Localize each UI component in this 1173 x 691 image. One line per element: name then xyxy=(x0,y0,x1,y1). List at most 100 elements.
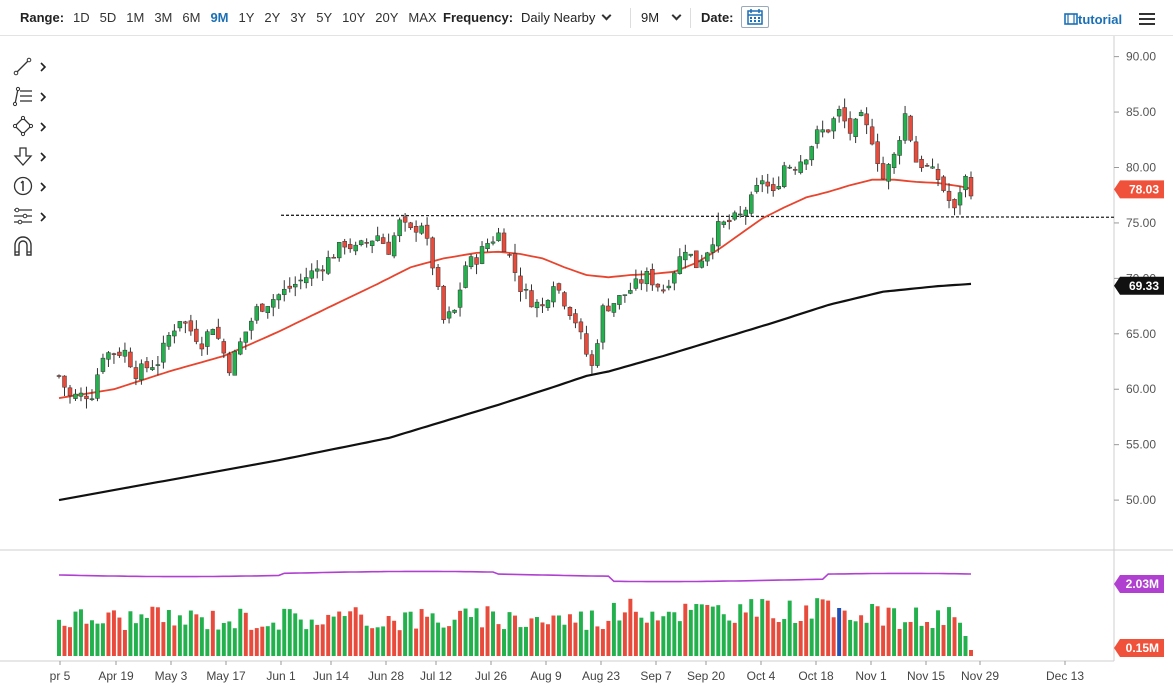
volume-bar xyxy=(567,614,572,656)
volume-bar xyxy=(205,629,210,656)
magnet-button[interactable] xyxy=(12,235,52,259)
frequency-dropdown[interactable]: Daily Nearby xyxy=(521,10,612,26)
candle-body xyxy=(919,158,924,169)
volume-bar xyxy=(661,616,666,656)
x-tick-label: Jul 12 xyxy=(420,669,452,683)
volume-bar xyxy=(903,622,908,656)
candle-body xyxy=(606,305,611,312)
candle-body xyxy=(106,352,111,360)
range-button-2y[interactable]: 2Y xyxy=(264,10,281,25)
candle-body xyxy=(963,175,968,191)
volume-bar xyxy=(914,607,919,656)
candle-body xyxy=(754,185,759,192)
candle-body xyxy=(721,221,726,225)
candle-body xyxy=(150,367,155,370)
volume-bar xyxy=(644,622,649,656)
candle-body xyxy=(501,232,507,253)
magnet-icon xyxy=(14,236,32,256)
range-button-10y[interactable]: 10Y xyxy=(342,10,366,25)
volume-average-line xyxy=(58,570,972,583)
volume-bar xyxy=(183,624,188,656)
menu-icon[interactable] xyxy=(1139,13,1155,25)
volume-bar xyxy=(738,604,743,656)
period-dropdown[interactable]: 9M xyxy=(641,10,682,26)
x-tick-label: Nov 15 xyxy=(907,669,945,683)
volume-bar xyxy=(859,615,864,656)
shape-tool-button[interactable] xyxy=(12,115,52,139)
candle-body xyxy=(776,186,781,190)
volume-bar xyxy=(408,611,413,656)
candle-body xyxy=(320,269,325,272)
x-tick-label: Jul 26 xyxy=(475,669,507,683)
line-tool-button[interactable] xyxy=(12,55,52,79)
y-tick-label: 50.00 xyxy=(1126,493,1156,507)
calendar-button[interactable] xyxy=(741,6,769,28)
candle-body xyxy=(930,166,935,169)
volume-bar xyxy=(969,650,973,656)
candle-body xyxy=(578,321,584,333)
volume-bar xyxy=(73,611,78,656)
y-tick-label: 60.00 xyxy=(1126,382,1156,396)
candle-body xyxy=(666,285,672,289)
candle-body xyxy=(172,330,177,337)
volume-bar xyxy=(578,611,583,656)
candle-body xyxy=(512,253,518,273)
candle-body xyxy=(672,272,677,284)
candle-body xyxy=(869,126,875,145)
volume-average-label: 2.03M xyxy=(1126,577,1159,591)
range-button-max[interactable]: MAX xyxy=(408,10,437,25)
candle-body xyxy=(287,285,292,289)
range-button-5y[interactable]: 5Y xyxy=(316,10,333,25)
volume-bar xyxy=(249,629,254,656)
slow-moving-average xyxy=(58,282,972,502)
tutorial-label: tutorial xyxy=(1078,12,1123,27)
volume-bar xyxy=(309,619,314,656)
support-line xyxy=(280,214,1115,218)
volume-bar xyxy=(474,608,479,656)
volume-bar xyxy=(227,621,232,656)
candle-body xyxy=(67,387,73,397)
range-button-1d[interactable]: 1D xyxy=(73,10,90,25)
candle-body xyxy=(518,275,523,292)
number-tool-icon xyxy=(13,176,47,196)
volume-bar xyxy=(699,604,704,656)
volume-bar xyxy=(892,608,897,656)
volume-bar xyxy=(370,628,375,656)
volume-bar xyxy=(298,619,303,656)
arrow-tool-button[interactable] xyxy=(12,145,52,169)
range-button-3m[interactable]: 3M xyxy=(154,10,173,25)
shape-tool-icon xyxy=(12,115,47,137)
range-button-20y[interactable]: 20Y xyxy=(375,10,399,25)
candle-body xyxy=(853,118,858,137)
candle-body xyxy=(886,164,891,182)
volume-bar xyxy=(485,606,490,656)
candle-body xyxy=(298,279,303,282)
volume-bar xyxy=(452,619,457,656)
candle-body xyxy=(457,289,463,308)
volume-bar xyxy=(771,618,776,656)
candle-body xyxy=(353,244,358,252)
range-button-6m[interactable]: 6M xyxy=(182,10,201,25)
tutorial-link[interactable]: tutorial xyxy=(1064,12,1122,27)
candle-body xyxy=(347,244,353,250)
range-button-1y[interactable]: 1Y xyxy=(238,10,255,25)
fib-tool-button[interactable] xyxy=(12,85,52,109)
volume-bar xyxy=(161,622,166,656)
candle-body xyxy=(243,331,249,343)
price-chart[interactable]: 50.0055.0060.0065.0070.0075.0080.0085.00… xyxy=(0,36,1173,691)
volume-bar xyxy=(837,608,842,656)
range-button-1m[interactable]: 1M xyxy=(126,10,145,25)
candle-body xyxy=(325,257,331,274)
candle-body xyxy=(128,351,133,368)
range-button-3y[interactable]: 3Y xyxy=(290,10,307,25)
candle-body xyxy=(924,165,930,167)
x-tick-label: Dec 13 xyxy=(1046,669,1084,683)
candle-body xyxy=(825,129,831,133)
volume-bar xyxy=(441,627,446,656)
x-tick-label: Sep 7 xyxy=(640,669,672,683)
number-tool-button[interactable] xyxy=(12,175,52,199)
range-button-9m[interactable]: 9M xyxy=(210,10,229,25)
measure-tool-button[interactable] xyxy=(12,205,52,229)
volume-bar xyxy=(425,616,430,656)
range-button-5d[interactable]: 5D xyxy=(99,10,117,25)
